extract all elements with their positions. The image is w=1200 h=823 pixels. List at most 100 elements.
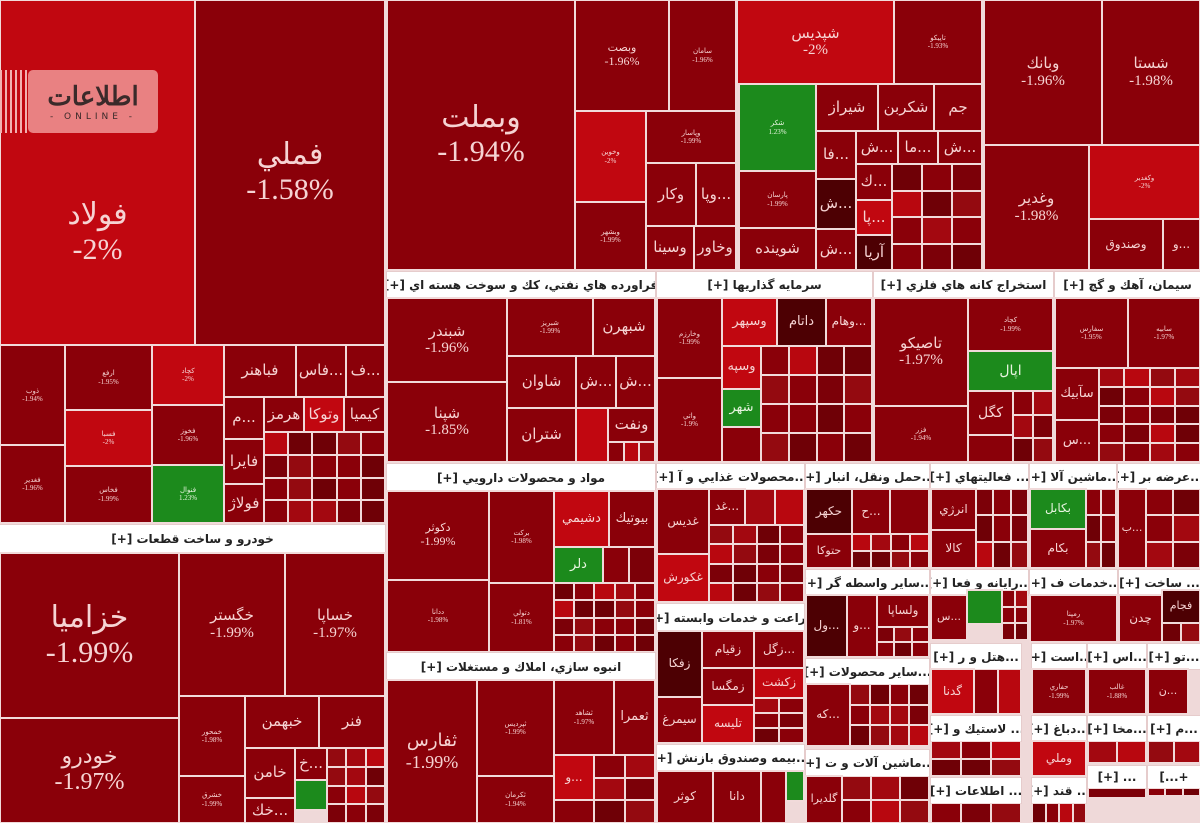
stock-tile[interactable] [1147, 516, 1172, 541]
stock-tile[interactable]: وسينا [645, 225, 695, 271]
stock-tile[interactable] [755, 714, 778, 727]
stock-tile[interactable]: شپنا -1.85% [386, 381, 508, 463]
stock-tile[interactable] [347, 786, 365, 804]
stock-tile[interactable] [1033, 804, 1045, 822]
stock-tile[interactable] [553, 799, 595, 823]
sector-header-activities[interactable]: ... فعاليتهاي [+] [930, 463, 1029, 490]
sector-header-as[interactable]: ...اس [+] [1087, 643, 1147, 670]
stock-tile[interactable] [615, 601, 634, 617]
stock-tile[interactable] [575, 618, 594, 634]
stock-tile[interactable] [361, 501, 384, 522]
stock-tile[interactable] [817, 434, 844, 461]
stock-tile[interactable]: فملي -1.58% [194, 0, 386, 346]
stock-tile[interactable] [1100, 444, 1124, 461]
stock-tile[interactable]: تاپيكو -1.93% [893, 0, 983, 85]
stock-tile[interactable] [1011, 516, 1027, 541]
stock-tile[interactable]: وكار [645, 162, 697, 227]
stock-tile[interactable]: ثفارس -1.99% [386, 679, 478, 823]
stock-tile[interactable]: سفارس -1.95% [1054, 297, 1129, 369]
stock-tile[interactable] [890, 685, 909, 704]
stock-tile[interactable] [289, 501, 312, 522]
sector-header-supply[interactable]: ...عرضه بر [+] [1117, 463, 1200, 490]
stock-tile[interactable]: ...ش [615, 355, 656, 409]
sector-header-mass-construction[interactable]: انبوه سازي، املاك و مستغلات [+] [386, 652, 656, 681]
stock-tile[interactable] [733, 583, 756, 601]
stock-tile[interactable] [347, 805, 365, 822]
stock-tile[interactable]: ...ش [937, 130, 983, 165]
stock-tile[interactable]: ...و [1162, 218, 1200, 271]
stock-tile[interactable] [635, 601, 654, 617]
stock-tile[interactable] [1149, 789, 1165, 795]
stock-tile[interactable] [1175, 425, 1199, 443]
stock-tile[interactable]: شبهرن [592, 297, 656, 357]
stock-tile[interactable] [1150, 387, 1174, 405]
sector-header-auto[interactable]: خودرو و ساخت قطعات [+] [0, 524, 386, 554]
stock-tile[interactable] [595, 778, 624, 800]
stock-tile[interactable] [625, 801, 654, 822]
stock-tile[interactable]: ...ف [345, 344, 386, 398]
stock-tile[interactable]: كالا [930, 529, 977, 569]
stock-tile[interactable] [992, 804, 1020, 822]
stock-tile[interactable] [595, 601, 614, 617]
stock-tile[interactable] [872, 552, 890, 567]
stock-tile[interactable] [625, 778, 654, 800]
stock-tile[interactable] [575, 584, 594, 600]
sector-header-insurance[interactable]: ...بيمه وصندوق بازنش [+] [656, 744, 805, 772]
stock-tile[interactable] [910, 726, 928, 745]
stock-tile[interactable]: شتران [506, 407, 577, 463]
stock-tile[interactable]: وكغدير -2% [1088, 144, 1200, 220]
stock-tile[interactable] [760, 770, 787, 823]
stock-tile[interactable] [953, 218, 981, 243]
stock-tile[interactable]: ...ما [897, 130, 939, 165]
stock-tile[interactable] [710, 545, 732, 563]
stock-tile[interactable] [1089, 742, 1116, 762]
stock-tile[interactable] [878, 643, 894, 656]
stock-tile[interactable] [1175, 444, 1199, 461]
sector-header-mkha[interactable]: ...مخا [+] [1087, 715, 1147, 742]
stock-tile[interactable]: فخوز -1.96% [151, 404, 225, 466]
stock-tile[interactable] [615, 635, 634, 651]
stock-tile[interactable] [635, 635, 654, 651]
stock-tile[interactable] [313, 478, 336, 500]
stock-tile[interactable]: خساپا -1.97% [284, 552, 386, 697]
stock-tile[interactable] [615, 584, 634, 600]
stock-tile[interactable]: وپاسار -1.99% [645, 110, 737, 164]
stock-tile[interactable] [901, 800, 928, 822]
stock-tile[interactable]: شكربن [877, 83, 935, 132]
stock-tile[interactable]: ارفع -1.95% [64, 344, 153, 411]
stock-tile[interactable] [609, 443, 623, 461]
stock-tile[interactable] [780, 714, 803, 727]
stock-tile[interactable] [630, 548, 654, 582]
stock-tile[interactable]: بيوتيك [608, 490, 656, 548]
stock-tile[interactable] [901, 777, 928, 799]
stock-tile[interactable] [910, 705, 928, 725]
stock-tile[interactable] [1147, 542, 1172, 567]
stock-tile[interactable]: سيمرغ [656, 696, 703, 744]
stock-tile[interactable] [851, 705, 869, 725]
stock-tile[interactable] [361, 455, 384, 477]
stock-tile[interactable]: اپال [967, 350, 1054, 392]
stock-tile[interactable] [992, 759, 1020, 775]
stock-tile[interactable]: گدنا [930, 668, 975, 715]
stock-tile[interactable]: شوينده [738, 227, 817, 271]
stock-tile[interactable] [1102, 516, 1115, 541]
stock-tile[interactable] [294, 779, 328, 811]
stock-tile[interactable] [337, 433, 360, 454]
stock-tile[interactable] [1175, 369, 1199, 386]
stock-tile[interactable]: دشيمي [553, 490, 610, 548]
stock-tile[interactable] [872, 800, 899, 822]
stock-tile[interactable] [967, 434, 1014, 463]
stock-tile[interactable] [361, 478, 384, 500]
stock-tile[interactable] [1125, 387, 1149, 405]
stock-tile[interactable]: جم [933, 83, 983, 132]
stock-tile[interactable] [1150, 425, 1174, 443]
stock-tile[interactable] [313, 455, 336, 477]
stock-tile[interactable] [762, 347, 788, 374]
stock-tile[interactable] [998, 670, 1020, 713]
stock-tile[interactable]: ونفت [607, 407, 656, 443]
stock-tile[interactable] [953, 244, 981, 269]
stock-tile[interactable] [817, 376, 844, 403]
stock-tile[interactable] [1011, 490, 1027, 515]
stock-tile[interactable]: خودرو -1.97% [0, 717, 180, 823]
stock-tile[interactable] [923, 165, 951, 190]
